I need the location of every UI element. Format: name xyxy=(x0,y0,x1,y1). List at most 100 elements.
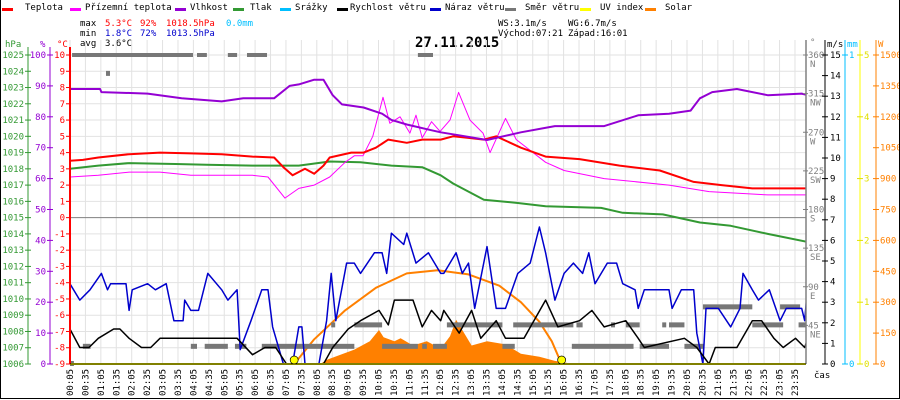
legend-swatch xyxy=(645,8,656,11)
uv-tick-label: 5 xyxy=(864,51,869,61)
stats-max-pressure: 1018.5hPa xyxy=(166,19,215,29)
solar-axis-unit: W xyxy=(878,40,884,50)
pressure-tick-label: 1010 xyxy=(2,295,24,305)
direction-compass-label: S xyxy=(810,215,815,225)
temperature-tick-label: 7 xyxy=(60,100,65,110)
temperature-tick-label: 8 xyxy=(60,84,65,94)
legend-swatch xyxy=(70,8,81,11)
x-tick-label: 15:05 xyxy=(529,369,539,396)
rain-tick-label: 0 xyxy=(849,360,854,370)
x-tick-label: 18:35 xyxy=(637,369,647,396)
wind-direction-mark xyxy=(780,304,801,310)
x-tick-label: 23:35 xyxy=(791,369,801,396)
wind-speed-line xyxy=(70,299,806,365)
legend-label: Srážky xyxy=(295,3,328,13)
temperature-tick-label: -8 xyxy=(54,344,65,354)
direction-tick-label: 180 xyxy=(808,206,824,216)
legend-label: Solar xyxy=(665,3,693,13)
humidity-tick-label: 40 xyxy=(35,236,46,246)
pressure-tick-label: 1012 xyxy=(2,262,24,272)
wind-direction-mark xyxy=(433,343,447,349)
uv-tick-label: 2 xyxy=(864,236,869,246)
temperature-tick-label: 2 xyxy=(60,181,65,191)
temperature-tick-label: 5 xyxy=(60,132,65,142)
solar-tick-label: 0 xyxy=(880,360,885,370)
wind-tick-label: 10 xyxy=(830,154,841,164)
wind-tick-label: 1 xyxy=(830,339,835,349)
direction-compass-label: E xyxy=(810,292,815,302)
stats-min-pressure: 1013.5hPa xyxy=(166,29,215,39)
temperature-tick-label: -7 xyxy=(54,327,65,337)
pressure-tick-label: 1017 xyxy=(2,181,24,191)
temperature-tick-label: -3 xyxy=(54,262,65,272)
solar-area xyxy=(320,319,574,364)
x-tick-label: 04:35 xyxy=(205,369,215,396)
legend-swatch xyxy=(2,8,13,11)
wind-tick-label: 4 xyxy=(830,278,835,288)
wind-tick-label: 8 xyxy=(830,195,835,205)
direction-compass-label: NW xyxy=(810,99,821,109)
wind-direction-mark xyxy=(204,343,228,349)
pressure-tick-label: 1025 xyxy=(2,51,24,61)
x-tick-label: 16:35 xyxy=(575,369,585,396)
x-tick-label: 05:35 xyxy=(236,369,246,396)
direction-compass-label: W xyxy=(810,137,816,147)
humidity-axis-unit: % xyxy=(40,40,46,50)
legend-swatch xyxy=(175,8,186,11)
legend-swatch xyxy=(280,8,291,11)
direction-tick-label: 135 xyxy=(808,244,824,254)
temperature-tick-label: -2 xyxy=(54,246,65,256)
wind-direction-mark xyxy=(513,322,574,328)
humidity-tick-label: 70 xyxy=(35,144,46,154)
solar-tick-label: 300 xyxy=(880,298,896,308)
x-tick-label: 13:35 xyxy=(482,369,492,396)
temperature-tick-label: -5 xyxy=(54,295,65,305)
plot-area xyxy=(70,53,806,366)
uv-tick-label: 3 xyxy=(864,175,869,185)
x-axis-label: čas xyxy=(814,370,830,381)
wind-tick-label: 0 xyxy=(830,360,835,370)
x-tick-label: 18:05 xyxy=(621,369,631,396)
humidity-tick-label: 50 xyxy=(35,206,46,216)
pressure-tick-label: 1022 xyxy=(2,100,24,110)
info-wind-speed: WS:3.1m/s xyxy=(498,19,547,29)
x-tick-label: 22:35 xyxy=(760,369,770,396)
wind-direction-mark xyxy=(669,322,685,328)
x-tick-label: 08:35 xyxy=(328,369,338,396)
temperature-tick-label: -1 xyxy=(54,230,65,240)
x-tick-label: 20:05 xyxy=(683,369,693,396)
direction-axis-unit: ° xyxy=(810,38,815,48)
x-tick-label: 19:05 xyxy=(652,369,662,396)
x-tick-label: 07:35 xyxy=(297,369,307,396)
legend-label: UV index xyxy=(600,3,644,13)
x-tick-label: 22:05 xyxy=(745,369,755,396)
x-tick-label: 10:05 xyxy=(375,369,385,396)
temperature-tick-label: -6 xyxy=(54,311,65,321)
wind-tick-label: 6 xyxy=(830,236,835,246)
x-tick-label: 03:05 xyxy=(159,369,169,396)
x-tick-label: 06:05 xyxy=(251,369,261,396)
x-tick-label: 21:35 xyxy=(729,369,739,396)
info-sunset: Západ:16:01 xyxy=(568,29,628,39)
x-tick-label: 11:35 xyxy=(421,369,431,396)
direction-tick-label: 90 xyxy=(808,283,819,293)
x-tick-label: 13:05 xyxy=(467,369,477,396)
solar-tick-label: 150 xyxy=(880,329,896,339)
wind-direction-mark xyxy=(105,70,110,76)
legend-label: Směr větru xyxy=(525,3,580,13)
pressure-tick-label: 1013 xyxy=(2,246,24,256)
wind-tick-label: 11 xyxy=(830,133,841,143)
direction-tick-label: 270 xyxy=(808,128,824,138)
sun-marker xyxy=(289,355,299,365)
wind-tick-label: 3 xyxy=(830,298,835,308)
pressure-tick-label: 1016 xyxy=(2,197,24,207)
stats-min-temp: 1.8°C xyxy=(105,29,133,39)
humidity-tick-label: 90 xyxy=(35,82,46,92)
wind-direction-mark xyxy=(446,322,503,328)
wind-axis-unit: m/s xyxy=(827,40,843,50)
x-tick-label: 07:05 xyxy=(282,369,292,396)
wind-direction-mark xyxy=(227,53,238,57)
pressure-tick-label: 1020 xyxy=(2,132,24,142)
direction-tick-label: 45 xyxy=(808,321,819,331)
